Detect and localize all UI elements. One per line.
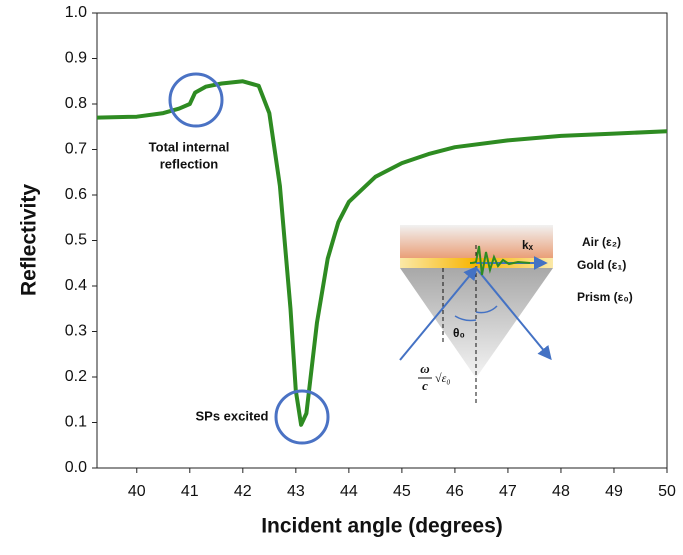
y-tick-label: 0.6 (65, 186, 87, 203)
x-tick-label: 49 (605, 483, 623, 500)
y-tick-label: 0.3 (65, 323, 87, 340)
y-tick-label: 0.4 (65, 277, 87, 294)
x-tick-label: 48 (552, 483, 570, 500)
y-tick-label: 0.0 (65, 459, 87, 476)
root-label: √ε₀ (435, 371, 451, 385)
prism-label: Prism (ε₀) (577, 290, 633, 304)
angle-arc (475, 305, 498, 314)
x-axis-label: Incident angle (degrees) (261, 515, 503, 538)
x-tick-label: 44 (340, 483, 358, 500)
annotation: SPs excited (196, 408, 269, 423)
x-tick-label: 46 (446, 483, 464, 500)
evanescent-wave (469, 245, 531, 276)
x-tick-label: 45 (393, 483, 411, 500)
highlight-circle (274, 389, 330, 445)
y-tick-label: 1.0 (65, 4, 87, 21)
y-tick-label: 0.2 (65, 368, 87, 385)
x-tick-label: 43 (287, 483, 305, 500)
reflected-beam (475, 267, 552, 361)
omega-label: ω (420, 361, 429, 376)
y-tick-label: 0.9 (65, 50, 87, 67)
data-line (96, 79, 668, 427)
x-tick-label: 47 (499, 483, 517, 500)
inset: kₓ Air (ε₂) Gold (ε₁) Prism (ε₀) θ₀ ω c … (399, 225, 633, 405)
y-tick-label: 0.1 (65, 414, 87, 431)
angle-arc (454, 315, 477, 322)
x-tick-label: 42 (234, 483, 252, 500)
y-axis-label: Reflectivity (18, 184, 41, 296)
theta-label: θ₀ (453, 326, 465, 340)
x-tick-label: 41 (181, 483, 199, 500)
y-tick-label: 0.7 (65, 141, 87, 158)
annotation: reflection (160, 156, 219, 171)
c-label: c (422, 378, 428, 393)
x-tick-label: 40 (128, 483, 146, 500)
x-tick-label: 50 (658, 483, 676, 500)
k-label: kₓ (522, 238, 534, 252)
air-label: Air (ε₂) (582, 235, 621, 249)
y-tick-label: 0.8 (65, 95, 87, 112)
y-tick-label: 0.5 (65, 232, 87, 249)
incident-beam (399, 265, 478, 361)
gold-label: Gold (ε₁) (577, 258, 626, 272)
annotation: Total internal (149, 139, 230, 154)
highlight-circle (168, 72, 224, 128)
